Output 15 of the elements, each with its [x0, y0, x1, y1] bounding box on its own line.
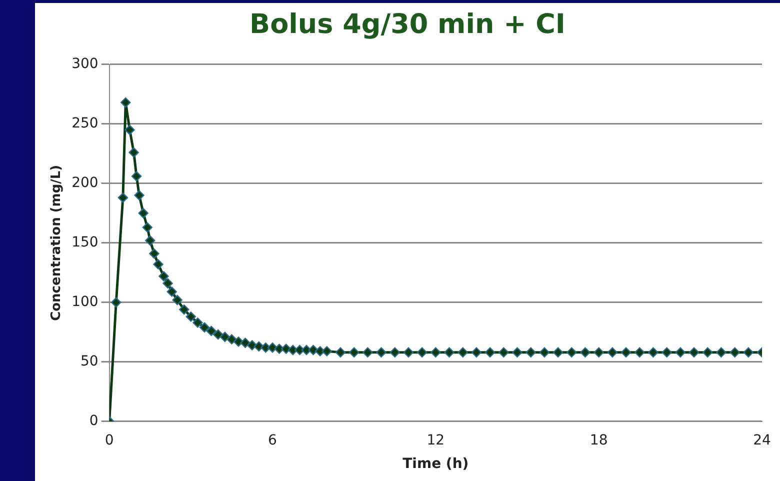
x-tick-label: 18	[590, 432, 608, 448]
chart-title: Bolus 4g/30 min + CI	[248, 9, 566, 40]
y-tick-label: 50	[80, 354, 98, 370]
x-tick-label: 24	[753, 432, 771, 448]
y-tick-label: 200	[72, 175, 98, 192]
y-axis-title: Concentration (mg/L)	[49, 164, 64, 321]
x-tick-label: 6	[268, 432, 278, 448]
x-tick-label: 0	[104, 432, 114, 448]
x-tick-label: 12	[426, 432, 445, 448]
y-tick-label: 300	[72, 56, 98, 72]
y-tick-label: 0	[89, 413, 98, 430]
x-axis-title: Time (h)	[402, 456, 469, 472]
y-tick-label: 150	[72, 234, 98, 251]
y-tick-label: 250	[72, 116, 98, 132]
y-tick-label: 100	[72, 294, 98, 310]
